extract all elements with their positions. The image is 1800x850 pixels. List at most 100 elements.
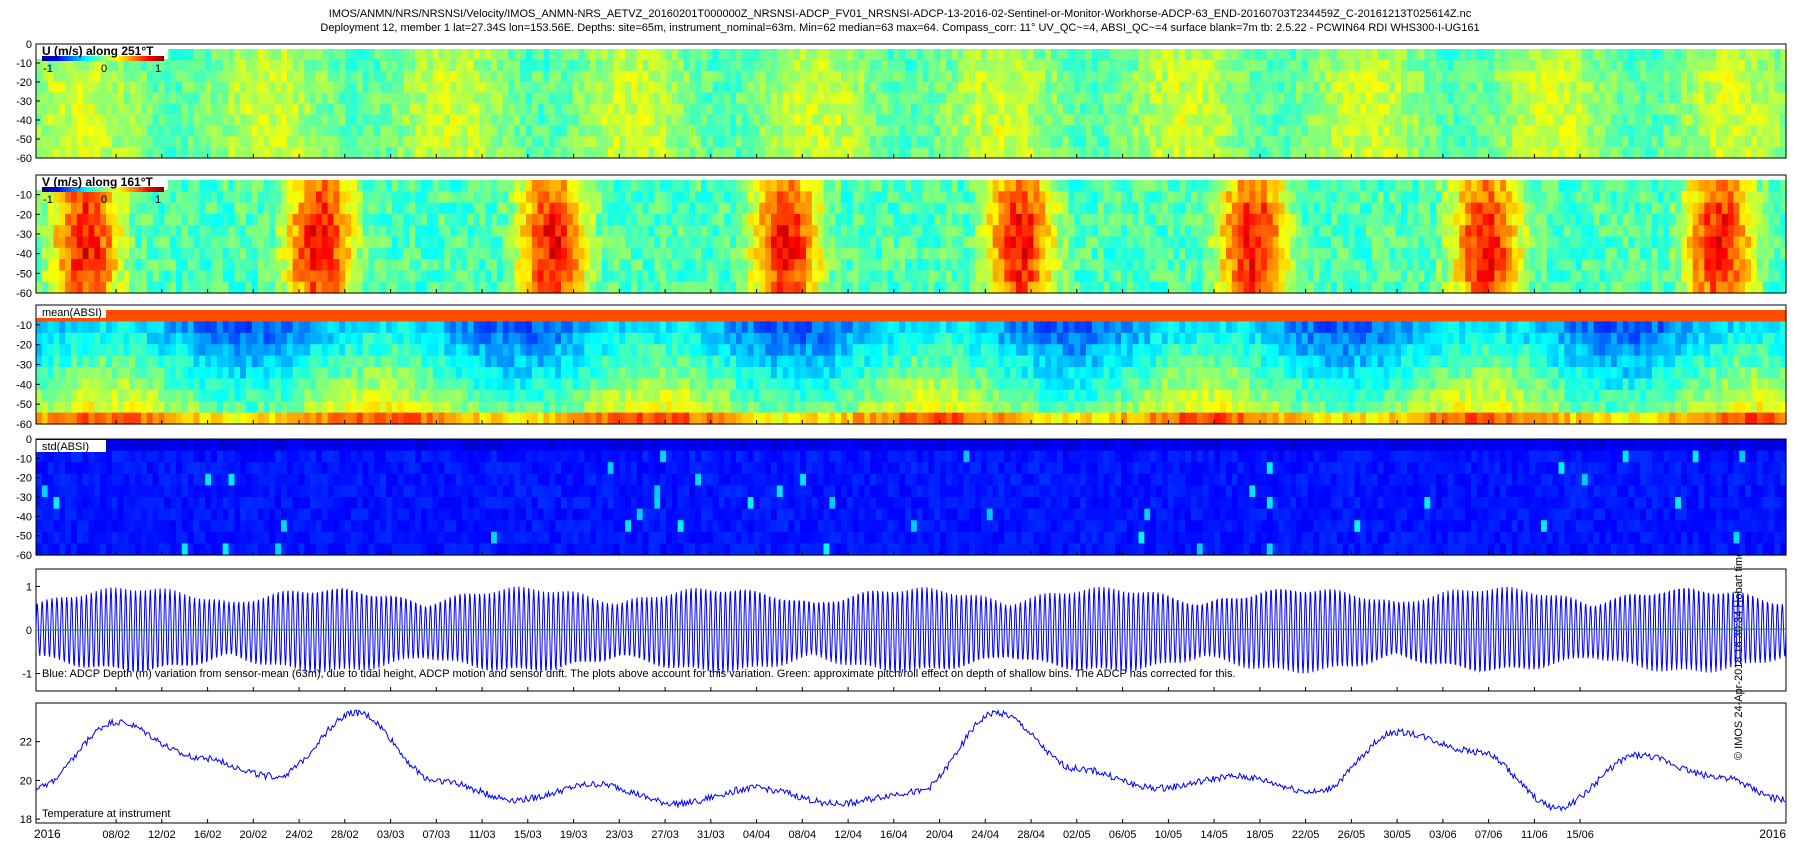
pitch-roll-line <box>35 628 1787 631</box>
deployment-subtitle: Deployment 12, member 1 lat=27.34S lon=1… <box>320 22 1480 34</box>
y-tick-label: 20 <box>20 775 32 787</box>
x-tick-label: 03/06 <box>1429 829 1457 841</box>
y-tick-label: -30 <box>16 492 32 504</box>
heatmap-field <box>36 49 1787 159</box>
heatmap-field <box>36 439 1787 556</box>
x-tick-label: 27/03 <box>651 829 679 841</box>
panel-frame <box>35 43 1787 159</box>
x-tick-label: 07/03 <box>423 829 451 841</box>
x-tick-label: 11/03 <box>469 829 496 841</box>
y-tick-label: -10 <box>16 58 32 70</box>
y-tick-label: 0 <box>26 39 32 51</box>
y-tick-label: -60 <box>16 419 32 431</box>
colorbar-tick-label: 0 <box>101 63 107 75</box>
colorbar-tick-label: -1 <box>43 194 53 206</box>
x-start-label: 2016 <box>34 827 61 841</box>
x-tick-label: 19/03 <box>560 829 588 841</box>
y-tick-label: -60 <box>16 153 32 165</box>
y-tick-label: -10 <box>16 453 32 465</box>
x-tick-label: 03/03 <box>377 829 405 841</box>
temperature-line <box>35 709 1786 812</box>
x-tick-label: 28/04 <box>1017 829 1045 841</box>
y-tick-label: 1 <box>26 581 32 593</box>
file-path-title: IMOS/ANMN/NRS/NRSNSI/Velocity/IMOS_ANMN-… <box>328 8 1472 20</box>
x-tick-label: 12/02 <box>148 829 176 841</box>
y-tick-label: -60 <box>16 550 32 562</box>
panel-label: V (m/s) along 161°T <box>42 175 153 189</box>
x-tick-label: 14/05 <box>1200 829 1228 841</box>
panel-4: std(ABSI) 0 -10 -20 -30 -40 -50 -60 <box>16 434 1787 562</box>
y-tick-label: -40 <box>16 249 32 261</box>
x-tick-label: 06/05 <box>1109 829 1137 841</box>
x-tick-label: 02/05 <box>1063 829 1091 841</box>
panel-3: mean(ABSI) -10 -20 -30 -40 -50 -60 <box>16 304 1787 431</box>
label-background <box>36 306 106 318</box>
x-tick-label: 12/04 <box>834 829 862 841</box>
y-tick-label: -10 <box>16 190 32 202</box>
x-tick-label: 11/06 <box>1521 829 1548 841</box>
panel-annotation: Blue: ADCP Depth (m) variation from sens… <box>42 668 1236 680</box>
x-tick-label: 20/04 <box>926 829 954 841</box>
panel-label: mean(ABSI) <box>42 307 102 319</box>
x-tick-label: 28/02 <box>331 829 359 841</box>
x-tick-label: 15/03 <box>514 829 542 841</box>
y-tick-label: -30 <box>16 360 32 372</box>
heatmap-field <box>36 180 1787 294</box>
y-tick-label: -1 <box>22 669 32 681</box>
x-tick-label: 31/03 <box>697 829 725 841</box>
panel-frame <box>35 438 1787 556</box>
y-tick-label: 18 <box>20 814 32 826</box>
panel-label: std(ABSI) <box>42 441 89 453</box>
colorbar-tick-label: 0 <box>101 194 107 206</box>
x-tick-label: 30/05 <box>1383 829 1411 841</box>
y-tick-label: 22 <box>20 737 32 749</box>
panel-label: U (m/s) along 251°T <box>42 44 154 58</box>
panels-group: -1 0 1U (m/s) along 251°T0-10-20-30-40-50-… <box>16 39 1787 826</box>
x-tick-label: 08/04 <box>789 829 817 841</box>
x-tick-label: 24/04 <box>972 829 1000 841</box>
y-tick-label: -20 <box>16 77 32 89</box>
x-tick-label: 18/05 <box>1246 829 1274 841</box>
panel-frame <box>35 304 1787 425</box>
y-tick-label: -50 <box>16 134 32 146</box>
y-tick-label: -40 <box>16 115 32 127</box>
y-tick-label: -60 <box>16 288 32 300</box>
y-tick-label: -50 <box>16 268 32 280</box>
x-end-label: 2016 <box>1759 827 1786 841</box>
y-tick-label: -50 <box>16 399 32 411</box>
colorbar <box>42 187 164 192</box>
y-tick-label: 0 <box>26 434 32 446</box>
x-tick-label: 08/02 <box>102 829 130 841</box>
y-tick-label: -40 <box>16 379 32 391</box>
colorbar-tick-label: 1 <box>155 194 161 206</box>
x-tick-label: 24/02 <box>285 829 313 841</box>
x-tick-label: 22/05 <box>1292 829 1320 841</box>
y-tick-label: -50 <box>16 531 32 543</box>
panel-frame <box>35 702 1787 824</box>
panel-annotation: Temperature at instrument <box>42 808 170 820</box>
x-tick-label: 04/04 <box>743 829 771 841</box>
y-tick-label: -30 <box>16 96 32 108</box>
label-background <box>36 440 106 452</box>
y-tick-label: 0 <box>26 625 32 637</box>
colorbar-tick-label: 1 <box>155 63 161 75</box>
y-tick-label: -20 <box>16 473 32 485</box>
heatmap-field <box>36 310 1787 425</box>
panel-frame <box>35 174 1787 294</box>
x-tick-label: 07/06 <box>1475 829 1503 841</box>
y-tick-label: -30 <box>16 229 32 241</box>
panel-2: -1 0 1V (m/s) along 161°T-10-20-30-40-50-6… <box>16 174 1787 300</box>
y-tick-label: -10 <box>16 320 32 332</box>
y-tick-label: -20 <box>16 340 32 352</box>
x-tick-label: 10/05 <box>1155 829 1183 841</box>
y-tick-label: -20 <box>16 209 32 221</box>
panel-6: Temperature at instrument 22 20 18 <box>20 702 1787 826</box>
colorbar <box>42 56 164 61</box>
panel-1: -1 0 1U (m/s) along 251°T0-10-20-30-40-50-… <box>16 39 1787 165</box>
x-tick-label: 26/05 <box>1338 829 1366 841</box>
x-tick-label: 16/02 <box>194 829 222 841</box>
x-tick-label: 16/04 <box>880 829 908 841</box>
x-tick-label: 20/02 <box>240 829 268 841</box>
